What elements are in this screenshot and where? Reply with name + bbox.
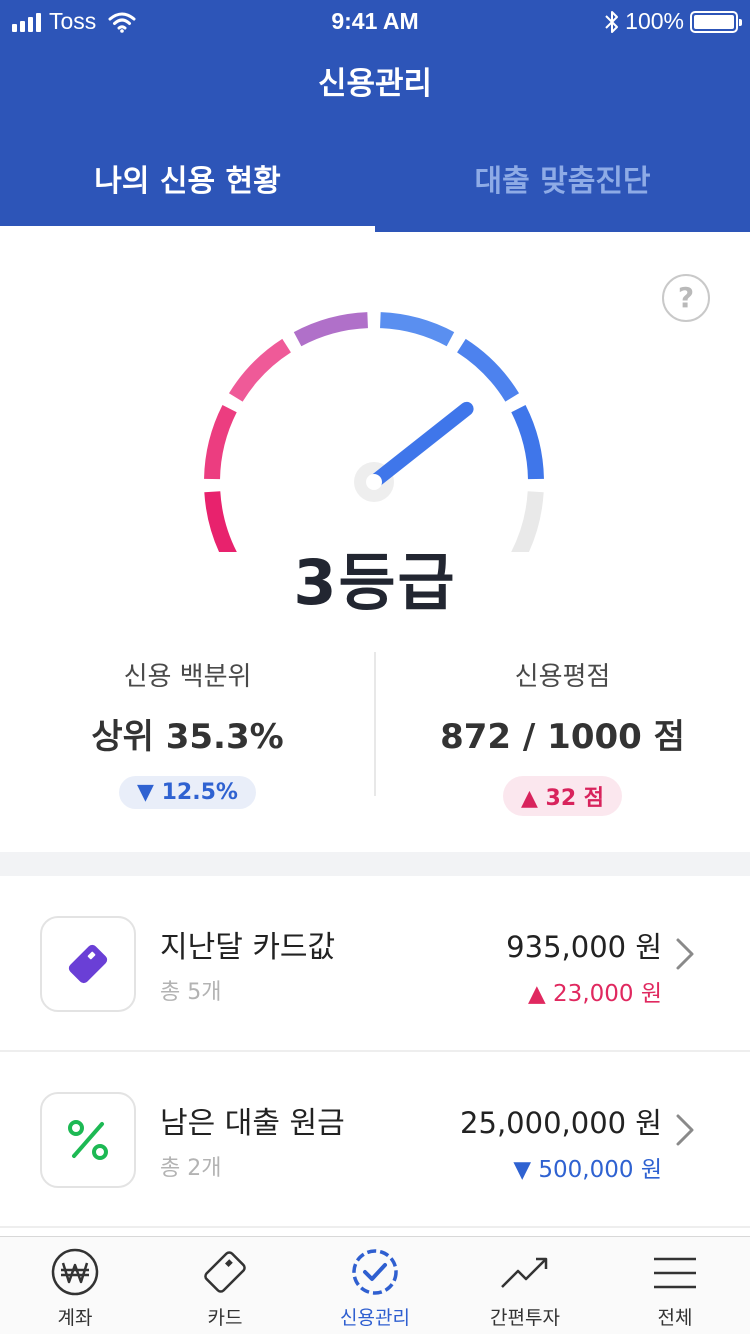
card-icon (40, 916, 136, 1012)
bottom-tab-bar: 계좌 카드 신용관리 간편투자 전체 (0, 1236, 750, 1334)
gauge-needle-pin (366, 474, 382, 490)
section-divider (0, 852, 750, 876)
bluetooth-icon (605, 10, 619, 33)
nav-label: 간편투자 (490, 1307, 560, 1329)
tab-loan-diagnosis[interactable]: 대출 맞춤진단 (474, 164, 651, 199)
percent-icon (40, 1092, 136, 1188)
credit-check-icon (352, 1249, 398, 1295)
wifi-icon (108, 12, 136, 33)
gauge-needle (367, 401, 474, 489)
stats-divider (374, 652, 376, 796)
gauge-segment (228, 338, 292, 402)
percentile-change-badge: ▼ 12.5% (119, 776, 256, 809)
list-item-subtitle: 총 5개 (160, 980, 222, 1005)
page-title: 신용관리 (317, 66, 433, 102)
gauge-segment (293, 312, 369, 347)
gauge-segments (204, 312, 544, 552)
gauge-segment (379, 312, 455, 347)
nav-tab-credit[interactable]: 신용관리 (300, 1237, 450, 1334)
nav-tab-card[interactable]: 카드 (150, 1237, 300, 1334)
nav-label: 신용관리 (340, 1307, 410, 1329)
list-item-subtitle: 총 2개 (160, 1156, 222, 1181)
chevron-right-icon (676, 938, 694, 970)
signal-icon (12, 12, 41, 32)
won-icon (51, 1248, 99, 1296)
battery-icon (690, 10, 742, 33)
carrier-name: Toss (49, 8, 97, 34)
list-item-amount: 25,000,000 원 (460, 1106, 662, 1140)
percentile-label: 신용 백분위 (123, 662, 252, 692)
list-item-change: ▼ 500,000 원 (513, 1157, 662, 1183)
credit-gauge (204, 312, 544, 552)
tab-my-credit[interactable]: 나의 신용 현황 (0, 140, 375, 232)
percentile-stat[interactable]: 신용 백분위 상위 35.3% ▼ 12.5% (0, 650, 375, 809)
battery-percent: 100% (625, 8, 684, 34)
gauge-segment (456, 338, 520, 402)
credit-stats: 신용 백분위 상위 35.3% ▼ 12.5% 신용평점 872 / 1000 … (0, 650, 750, 816)
percentile-value: 상위 35.3% (91, 717, 284, 757)
nav-label: 전체 (657, 1307, 693, 1329)
credit-score-section: ? 3등급 신용 백분위 상위 35.3% ▼ 12.5% 신용평점 872 /… (0, 232, 750, 852)
gauge-segment (204, 404, 237, 480)
nav-tab-invest[interactable]: 간편투자 (450, 1237, 600, 1334)
list-item-card-bill[interactable]: 지난달 카드값 총 5개 935,000 원 ▲ 23,000 원 (0, 876, 750, 1052)
nav-label: 카드 (207, 1307, 243, 1329)
list-item-change: ▲ 23,000 원 (528, 981, 662, 1007)
gauge-segment (204, 491, 237, 552)
status-time: 9:41 AM (331, 8, 419, 34)
trend-icon (501, 1257, 548, 1288)
card-icon (204, 1251, 246, 1293)
nav-tab-all[interactable]: 전체 (600, 1237, 750, 1334)
nav-tab-accounts[interactable]: 계좌 (0, 1237, 150, 1334)
chevron-right-icon (676, 1114, 694, 1146)
list-item-title: 지난달 카드값 (160, 930, 336, 965)
gauge-segment (511, 404, 544, 480)
score-change-badge: ▲ 32 점 (502, 776, 623, 816)
list-item-amount: 935,000 원 (506, 930, 662, 964)
menu-icon (654, 1257, 696, 1289)
score-label: 신용평점 (514, 662, 611, 692)
score-value: 872 / 1000 점 (440, 717, 685, 757)
help-button[interactable]: ? (662, 274, 710, 322)
nav-label: 계좌 (57, 1307, 93, 1329)
list-item-title: 남은 대출 원금 (160, 1106, 345, 1141)
credit-grade: 3등급 (293, 546, 457, 619)
score-stat[interactable]: 신용평점 872 / 1000 점 ▲ 32 점 (375, 650, 750, 816)
summary-list: 지난달 카드값 총 5개 935,000 원 ▲ 23,000 원 남은 대출 … (0, 876, 750, 1228)
app-header: Toss 9:41 AM 100% 신용관리 나의 신용 현황 대출 맞춤진단 (0, 0, 750, 232)
gauge-segment (511, 491, 544, 552)
list-item-loan-principal[interactable]: 남은 대출 원금 총 2개 25,000,000 원 ▼ 500,000 원 (0, 1052, 750, 1228)
tab-bar: 나의 신용 현황 대출 맞춤진단 (0, 140, 750, 232)
status-bar: Toss 9:41 AM 100% (0, 0, 750, 42)
